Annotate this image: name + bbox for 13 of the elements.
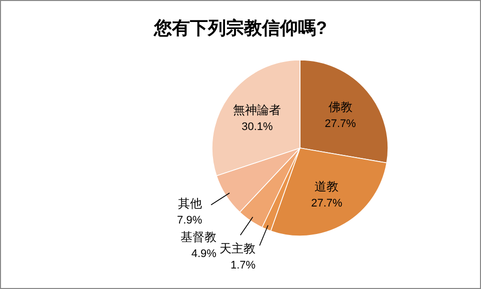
data-label: 30.1% [242,121,273,134]
data-label: 27.7% [324,118,356,130]
chart-title: 您有下列宗教信仰嗎? [153,18,327,38]
slice-label: 佛教 [328,100,352,114]
data-label: 1.7% [230,259,256,272]
data-label: 27.7% [311,198,343,210]
slice-label: 其他 [178,196,202,211]
slice-label: 無神論者 [233,103,282,118]
data-label: 7.9% [177,214,202,227]
slice-label: 天主教 [220,241,256,256]
data-label: 4.9% [191,248,217,260]
slice-label: 基督教 [180,230,216,244]
slice-label: 道教 [314,180,339,194]
